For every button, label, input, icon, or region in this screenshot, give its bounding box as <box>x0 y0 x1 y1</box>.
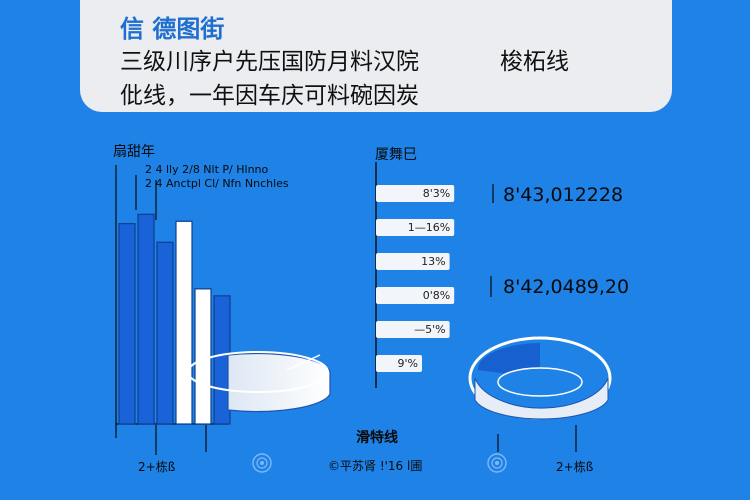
seal-icon-right <box>487 453 507 473</box>
ring-decoration-right <box>468 336 612 420</box>
big-number-1: 8'43,012228 <box>503 184 624 206</box>
horizontal-bar-3 <box>376 253 450 270</box>
bar-value-label-6: 9'% <box>397 357 418 370</box>
legend-entry-2: 2 4 Anctpl Cl/ Nfn Nnchles <box>145 177 289 190</box>
bar-value-label-3: 13% <box>421 255 446 268</box>
seal-icon-left <box>252 453 272 473</box>
bottom-label-left: 2+栋ß <box>138 460 176 474</box>
vertical-bar-2 <box>137 213 155 425</box>
bottom-label-center: ©平苏肾 !'16 l圃 <box>328 459 423 473</box>
horizontal-bar-2 <box>376 219 455 236</box>
left-chart-title: 扇甜年 <box>113 144 155 160</box>
section-label: 滑特线 <box>356 430 398 446</box>
header-line-2: 仳线，一年因车庆可料碗因炭 <box>120 83 419 109</box>
horizontal-bar-1 <box>376 185 455 202</box>
horizontal-bar-6 <box>376 355 422 372</box>
bar-value-label-4: 0'8% <box>422 289 451 302</box>
vertical-bar-1 <box>118 223 136 425</box>
vertical-bar-4 <box>175 220 193 425</box>
header-card: 信 德图街 三级川序户先压国防月料汉院 梭柘线 仳线，一年因车庆可料碗因炭 <box>80 0 672 112</box>
bar-value-label-5: —5'% <box>414 323 446 336</box>
bar-value-label-1: 8'3% <box>422 187 451 200</box>
bottom-label-right: 2+栋ß <box>556 460 594 474</box>
horizontal-bar-5 <box>376 321 450 338</box>
right-chart-title: 厦舞巳 <box>375 147 417 163</box>
header-line-1: 三级川序户先压国防月料汉院 <box>120 49 419 75</box>
vertical-bar-3 <box>156 241 174 425</box>
horizontal-bar-4 <box>376 287 455 304</box>
legend-entry-1: 2 4 lly 2/8 Nlt P/ Hlnno <box>145 163 269 176</box>
bar-value-label-2: 1—16% <box>407 221 451 234</box>
ring-decoration-left <box>187 351 331 413</box>
vertical-bar-5 <box>194 288 212 425</box>
big-number-2: 8'42,0489,20 <box>503 276 630 298</box>
header-line-1-right: 梭柘线 <box>500 49 569 75</box>
header-title: 信 德图街 <box>120 15 225 43</box>
